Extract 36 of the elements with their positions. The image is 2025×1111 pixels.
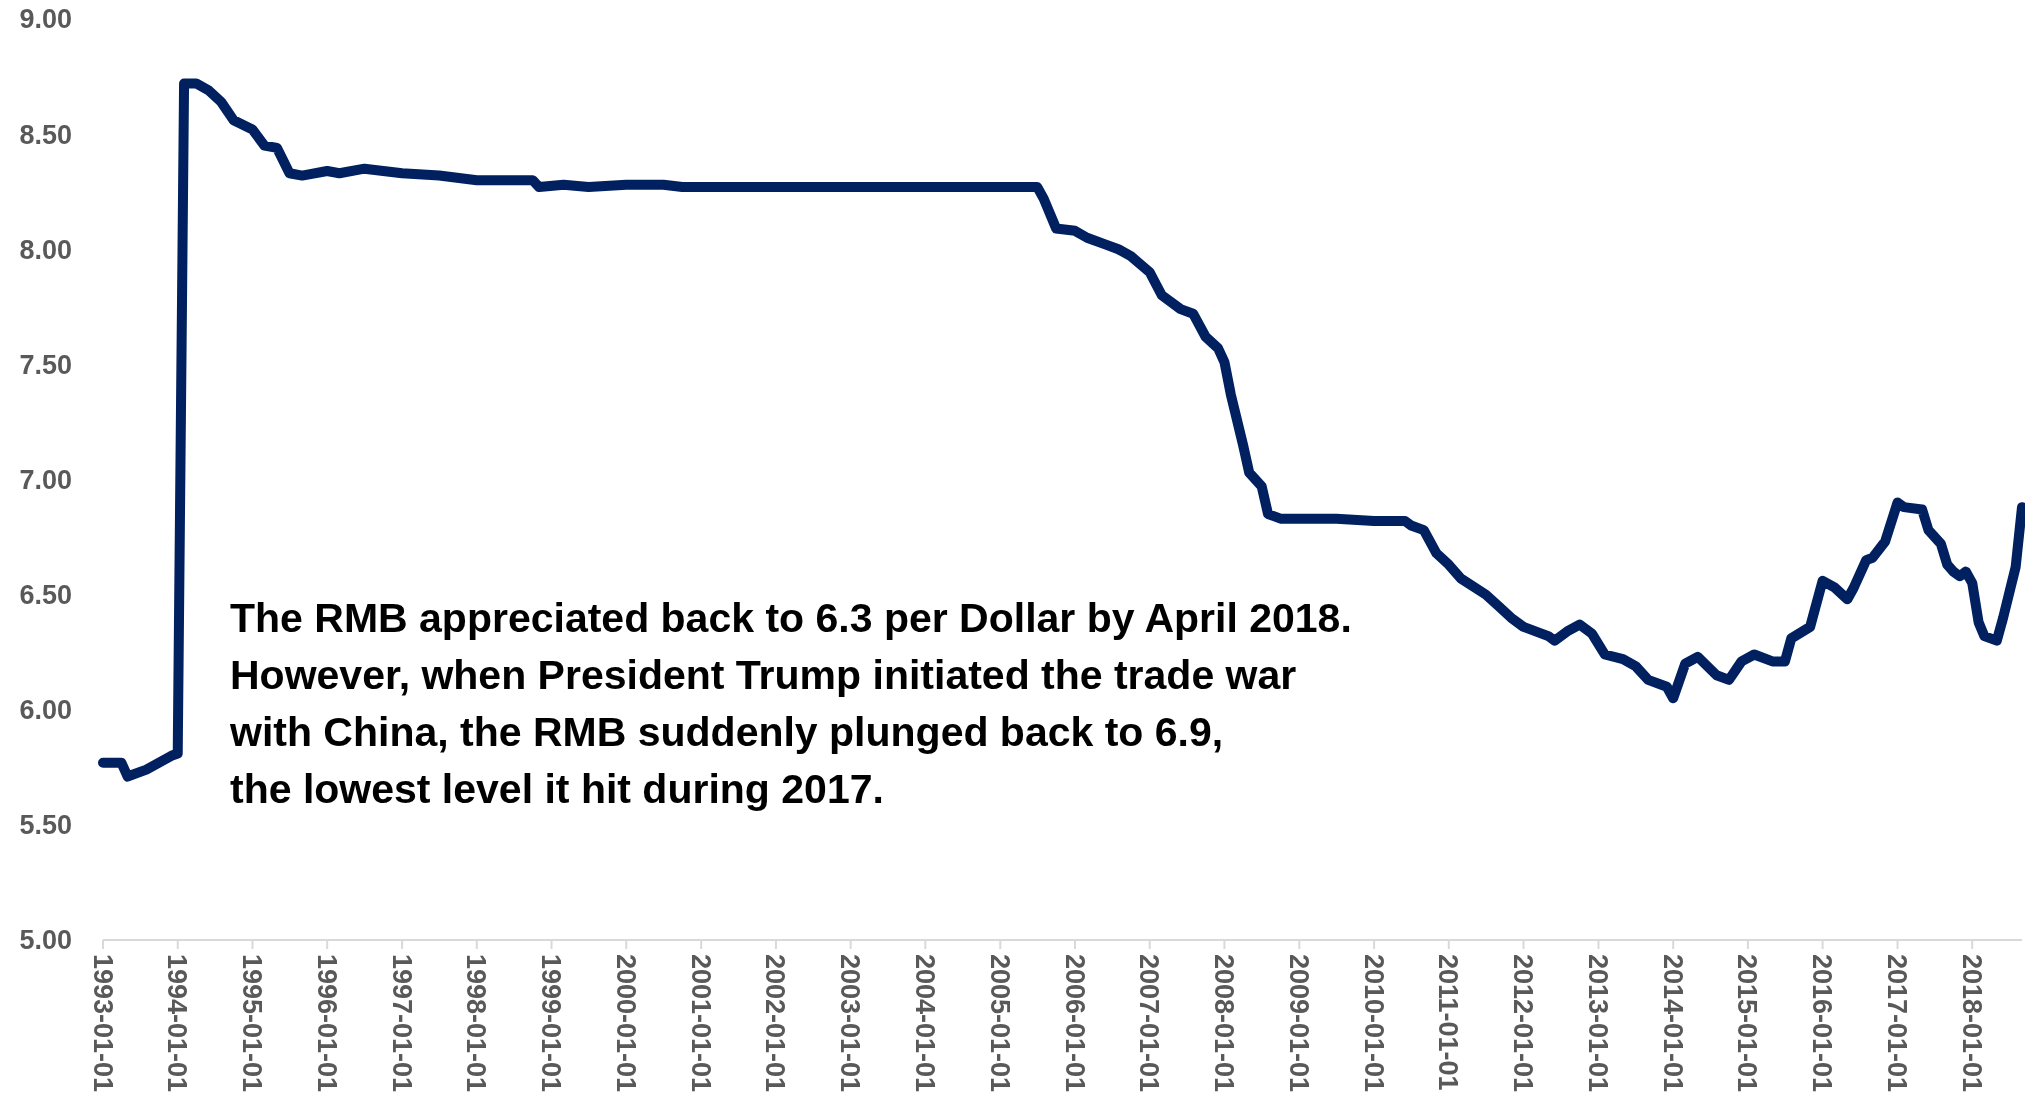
x-tick-label: 1998-01-01 [461, 954, 492, 1093]
x-tick-label: 2017-01-01 [1882, 954, 1913, 1093]
y-tick-label: 7.00 [19, 464, 72, 495]
x-tick-label: 1995-01-01 [236, 954, 267, 1093]
x-tick-label: 2003-01-01 [835, 954, 866, 1093]
x-tick-label: 2009-01-01 [1283, 954, 1314, 1093]
annotation: The RMB appreciated back to 6.3 per Dollar by April 2018. However, when President Trump initiated the trade war with China, the RMB suddenly plunged back to 6.9, the lowest level it hit during 2017. [229, 595, 1352, 812]
x-tick-label: 1994-01-01 [162, 954, 193, 1093]
x-tick-label: 2016-01-01 [1807, 954, 1838, 1093]
y-tick-label: 5.50 [19, 810, 72, 841]
x-tick-label: 2002-01-01 [760, 954, 791, 1093]
x-tick-label: 1997-01-01 [386, 954, 417, 1093]
x-tick-label: 2010-01-01 [1358, 954, 1389, 1093]
y-tick-label: 5.00 [19, 925, 72, 956]
y-tick-label: 7.50 [19, 349, 72, 380]
x-tick-label: 2004-01-01 [909, 954, 940, 1093]
x-tick-label: 2013-01-01 [1582, 954, 1613, 1093]
x-tick-label: 2018-01-01 [1956, 954, 1987, 1093]
x-tick-label: 2007-01-01 [1134, 954, 1165, 1093]
x-tick-label: 1993-01-01 [87, 954, 118, 1093]
x-tick-label: 2011-01-01 [1433, 954, 1464, 1091]
x-tick-label: 2001-01-01 [685, 954, 716, 1093]
x-tick-label: 2008-01-01 [1208, 954, 1239, 1093]
x-tick-label: 2000-01-01 [610, 954, 641, 1093]
x-tick-label: 2015-01-01 [1732, 954, 1763, 1093]
y-tick-label: 8.50 [19, 119, 72, 150]
y-tick-label: 6.50 [19, 580, 72, 611]
x-tick-label: 2005-01-01 [984, 954, 1015, 1093]
x-tick-label: 1999-01-01 [536, 954, 567, 1093]
y-tick-label: 6.00 [19, 695, 72, 726]
x-tick-label: 2012-01-01 [1508, 954, 1539, 1093]
x-tick-label: 2014-01-01 [1657, 954, 1688, 1093]
y-tick-label: 8.00 [19, 234, 72, 265]
x-tick-label: 2006-01-01 [1059, 954, 1090, 1093]
x-tick-label: 1996-01-01 [311, 954, 342, 1093]
y-tick-label: 9.00 [19, 4, 72, 35]
